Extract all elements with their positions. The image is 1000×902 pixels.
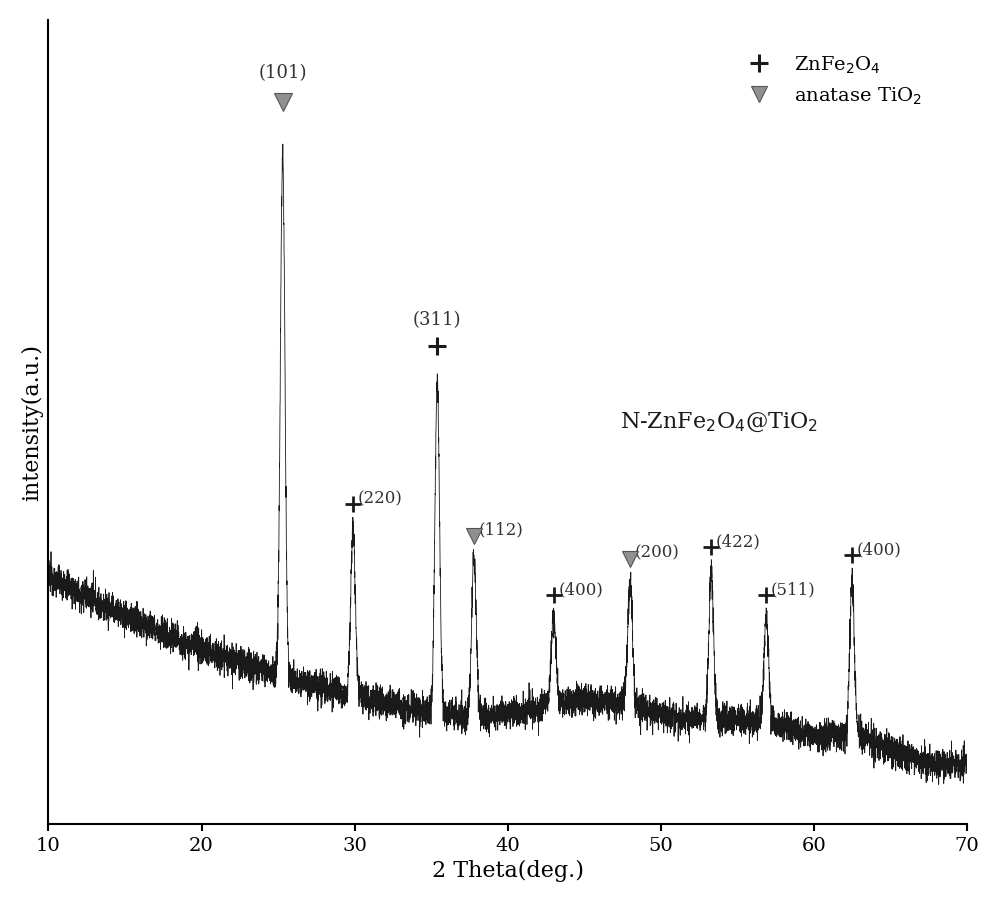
Text: (400): (400) [857,541,901,558]
Legend: ZnFe$_2$O$_4$, anatase TiO$_2$: ZnFe$_2$O$_4$, anatase TiO$_2$ [732,47,930,115]
Text: (511): (511) [771,581,816,598]
Text: (101): (101) [258,64,307,82]
Text: (112): (112) [479,521,523,538]
Text: (220): (220) [358,490,403,507]
X-axis label: 2 Theta(deg.): 2 Theta(deg.) [432,859,584,881]
Text: N-ZnFe$_2$O$_4$@TiO$_2$: N-ZnFe$_2$O$_4$@TiO$_2$ [620,410,818,434]
Text: (311): (311) [413,310,461,328]
Text: (422): (422) [716,533,761,549]
Y-axis label: intensity(a.u.): intensity(a.u.) [21,344,43,501]
Text: (200): (200) [635,544,680,561]
Text: (400): (400) [558,581,603,598]
